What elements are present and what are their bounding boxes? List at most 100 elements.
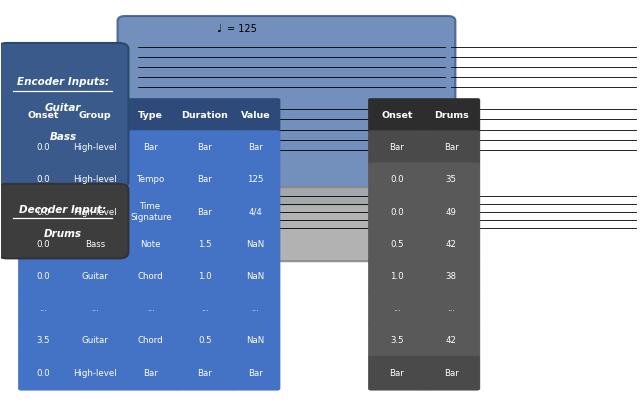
Text: 3.5: 3.5 bbox=[390, 337, 404, 345]
FancyBboxPatch shape bbox=[123, 292, 179, 326]
Text: 35: 35 bbox=[445, 175, 457, 184]
FancyBboxPatch shape bbox=[118, 16, 456, 205]
FancyBboxPatch shape bbox=[64, 292, 126, 326]
FancyBboxPatch shape bbox=[422, 259, 480, 294]
Text: Duration: Duration bbox=[181, 111, 228, 120]
FancyBboxPatch shape bbox=[19, 324, 67, 358]
FancyBboxPatch shape bbox=[123, 259, 179, 294]
FancyBboxPatch shape bbox=[175, 292, 234, 326]
FancyBboxPatch shape bbox=[231, 259, 280, 294]
FancyBboxPatch shape bbox=[422, 356, 480, 390]
FancyBboxPatch shape bbox=[64, 163, 126, 197]
Text: Bar: Bar bbox=[248, 368, 263, 378]
Text: NaN: NaN bbox=[246, 272, 264, 281]
Text: 1.0: 1.0 bbox=[390, 272, 404, 281]
FancyBboxPatch shape bbox=[368, 130, 426, 165]
FancyBboxPatch shape bbox=[19, 195, 67, 229]
FancyBboxPatch shape bbox=[175, 356, 234, 390]
FancyBboxPatch shape bbox=[123, 324, 179, 358]
Text: Guitar: Guitar bbox=[82, 337, 109, 345]
Text: 0.0: 0.0 bbox=[36, 208, 50, 217]
FancyBboxPatch shape bbox=[0, 184, 129, 259]
FancyBboxPatch shape bbox=[64, 356, 126, 390]
FancyBboxPatch shape bbox=[231, 195, 280, 229]
Text: High-level: High-level bbox=[74, 208, 117, 217]
Text: Bar: Bar bbox=[197, 143, 212, 152]
FancyBboxPatch shape bbox=[368, 98, 426, 133]
Text: 0.5: 0.5 bbox=[198, 337, 212, 345]
FancyBboxPatch shape bbox=[368, 292, 426, 326]
FancyBboxPatch shape bbox=[64, 98, 126, 133]
Text: Bar: Bar bbox=[248, 143, 263, 152]
FancyBboxPatch shape bbox=[123, 356, 179, 390]
Text: Value: Value bbox=[241, 111, 270, 120]
FancyBboxPatch shape bbox=[422, 163, 480, 197]
Text: Bass: Bass bbox=[49, 132, 77, 141]
FancyBboxPatch shape bbox=[123, 98, 179, 133]
FancyBboxPatch shape bbox=[231, 163, 280, 197]
FancyBboxPatch shape bbox=[422, 324, 480, 358]
Text: Group: Group bbox=[79, 111, 111, 120]
FancyBboxPatch shape bbox=[64, 259, 126, 294]
Text: NaN: NaN bbox=[246, 337, 264, 345]
FancyBboxPatch shape bbox=[422, 195, 480, 229]
Text: ...: ... bbox=[39, 304, 47, 313]
Text: High-level: High-level bbox=[74, 175, 117, 184]
Text: 42: 42 bbox=[445, 337, 457, 345]
Text: 3.5: 3.5 bbox=[36, 337, 50, 345]
FancyBboxPatch shape bbox=[175, 130, 234, 165]
Text: NaN: NaN bbox=[246, 240, 264, 249]
Text: ...: ... bbox=[201, 304, 209, 313]
FancyBboxPatch shape bbox=[123, 195, 179, 229]
FancyBboxPatch shape bbox=[19, 163, 67, 197]
FancyBboxPatch shape bbox=[0, 43, 129, 188]
Text: Chord: Chord bbox=[138, 272, 164, 281]
FancyBboxPatch shape bbox=[175, 324, 234, 358]
FancyBboxPatch shape bbox=[231, 98, 280, 133]
FancyBboxPatch shape bbox=[175, 227, 234, 261]
FancyBboxPatch shape bbox=[231, 130, 280, 165]
FancyBboxPatch shape bbox=[123, 130, 179, 165]
FancyBboxPatch shape bbox=[19, 130, 67, 165]
Text: Bar: Bar bbox=[143, 143, 158, 152]
FancyBboxPatch shape bbox=[422, 227, 480, 261]
Text: 0.0: 0.0 bbox=[36, 368, 50, 378]
FancyBboxPatch shape bbox=[368, 259, 426, 294]
FancyBboxPatch shape bbox=[368, 356, 426, 390]
Text: High-level: High-level bbox=[74, 143, 117, 152]
FancyBboxPatch shape bbox=[175, 195, 234, 229]
Text: ...: ... bbox=[393, 304, 401, 313]
FancyBboxPatch shape bbox=[231, 292, 280, 326]
Text: Bar: Bar bbox=[197, 208, 212, 217]
Text: 1.5: 1.5 bbox=[198, 240, 212, 249]
Text: Decoder Input:: Decoder Input: bbox=[19, 205, 106, 215]
Text: Bar: Bar bbox=[390, 143, 404, 152]
FancyBboxPatch shape bbox=[231, 324, 280, 358]
FancyBboxPatch shape bbox=[19, 356, 67, 390]
Text: ♩: ♩ bbox=[216, 24, 221, 34]
FancyBboxPatch shape bbox=[231, 227, 280, 261]
Text: 42: 42 bbox=[445, 240, 457, 249]
Text: High-level: High-level bbox=[74, 368, 117, 378]
FancyBboxPatch shape bbox=[422, 98, 480, 133]
Text: = 125: = 125 bbox=[227, 24, 257, 34]
FancyBboxPatch shape bbox=[64, 195, 126, 229]
Text: Bar: Bar bbox=[197, 368, 212, 378]
Text: Tempo: Tempo bbox=[137, 175, 165, 184]
Text: Time
Signature: Time Signature bbox=[130, 202, 172, 222]
Text: Guitar: Guitar bbox=[82, 272, 109, 281]
FancyBboxPatch shape bbox=[64, 227, 126, 261]
FancyBboxPatch shape bbox=[19, 98, 67, 133]
Text: Onset: Onset bbox=[27, 111, 59, 120]
Text: 0.0: 0.0 bbox=[36, 143, 50, 152]
FancyBboxPatch shape bbox=[422, 130, 480, 165]
FancyBboxPatch shape bbox=[368, 227, 426, 261]
FancyBboxPatch shape bbox=[368, 195, 426, 229]
Text: 1.0: 1.0 bbox=[198, 272, 212, 281]
FancyBboxPatch shape bbox=[64, 324, 126, 358]
Text: Bar: Bar bbox=[390, 368, 404, 378]
Text: 49: 49 bbox=[446, 208, 457, 217]
Text: 0.0: 0.0 bbox=[390, 208, 404, 217]
FancyBboxPatch shape bbox=[368, 324, 426, 358]
FancyBboxPatch shape bbox=[175, 163, 234, 197]
